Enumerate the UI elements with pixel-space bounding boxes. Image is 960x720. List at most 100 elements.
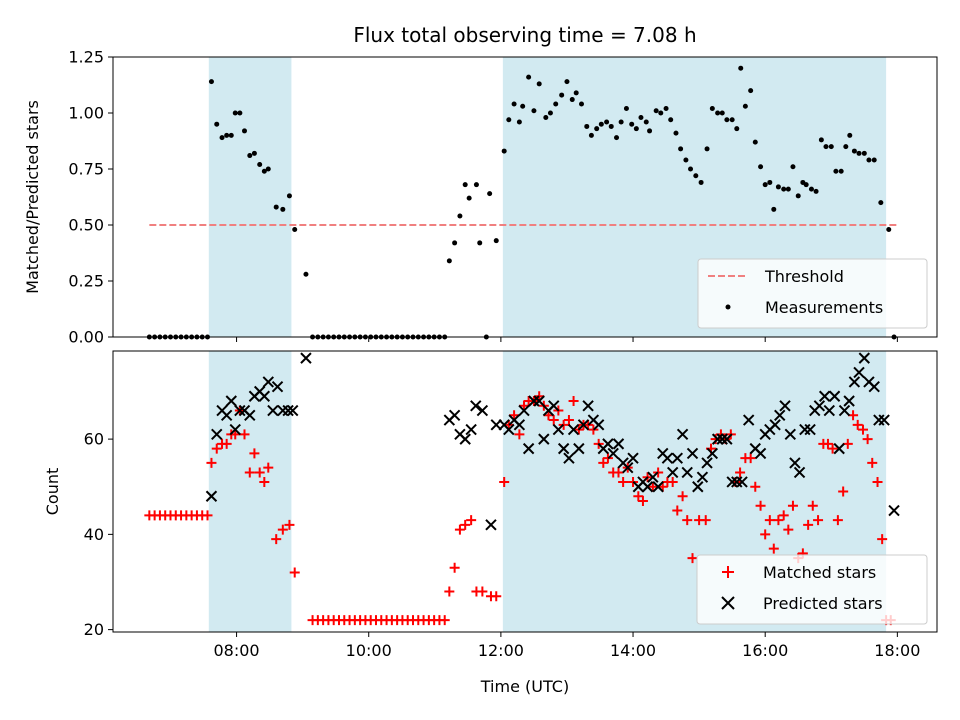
measurement-point	[715, 110, 721, 116]
measurement-point	[473, 182, 479, 188]
measurement-point	[594, 126, 600, 132]
predicted-star-point	[470, 400, 482, 412]
predicted-star-point	[538, 433, 550, 445]
predicted-star-point	[769, 419, 781, 431]
measurement-point	[214, 121, 220, 127]
measurement-point	[265, 166, 271, 172]
legend-predicted-label: Predicted stars	[763, 594, 883, 613]
bottom-xtick-label-3: 14:00	[610, 641, 656, 660]
measurement-point	[724, 117, 730, 123]
measurement-point	[219, 135, 225, 141]
measurement-point	[446, 258, 452, 264]
predicted-star-point	[220, 409, 233, 422]
matched-star-point	[672, 505, 683, 516]
matched-star-point	[239, 429, 250, 440]
measurement-point	[878, 200, 884, 206]
predicted-star-point	[692, 481, 704, 493]
predicted-star-point	[262, 376, 274, 388]
top-axes-frame	[112, 56, 938, 338]
matched-star-point	[519, 400, 530, 411]
predicted-star-point	[754, 447, 767, 460]
matched-star-point	[230, 429, 241, 440]
predicted-star-point	[736, 476, 748, 488]
legend-threshold-label: Threshold	[764, 267, 844, 286]
predicted-star-point	[793, 466, 806, 479]
bottom-panel: 20 40 60 08:00 10:00 12:00 14:00 16:00 18:00 Tim…	[43, 350, 938, 696]
predicted-star-point	[513, 419, 526, 431]
predicted-star-point	[858, 352, 871, 364]
legend-x-marker	[721, 596, 735, 610]
measurement-point	[823, 144, 829, 150]
matched-star-point	[768, 543, 779, 554]
measurement-point	[856, 150, 862, 156]
predicted-star-point	[868, 381, 880, 393]
measurement-point	[828, 144, 834, 150]
measurement-point	[520, 103, 526, 109]
predicted-star-point	[828, 390, 841, 402]
matched-star-point	[499, 476, 510, 487]
matched-star-point	[852, 419, 863, 430]
matched-star-point	[271, 534, 282, 545]
matched-star-point	[633, 491, 644, 502]
predicted-star-point	[818, 390, 831, 402]
measurement-point	[738, 65, 744, 71]
predicted-star-point	[878, 414, 890, 426]
predicted-star-point	[244, 409, 256, 422]
matched-star-point	[534, 391, 545, 402]
matched-star-point	[221, 438, 232, 449]
predicted-star-point	[282, 404, 294, 417]
predicted-star-point	[548, 400, 560, 412]
measurement-point	[543, 114, 549, 120]
legend-measurements-label: Measurements	[765, 298, 883, 317]
predicted-star-point	[234, 404, 246, 417]
top-ytick-label-3: 0.75	[68, 160, 104, 179]
x-axis-label: Time (UTC)	[480, 677, 569, 696]
matched-star-point	[628, 476, 639, 487]
measurement-point	[729, 117, 735, 123]
matched-star-point	[773, 515, 784, 526]
matched-star-point	[637, 496, 648, 507]
measurement-point	[629, 121, 635, 127]
predicted-star-point	[686, 447, 699, 460]
matched-star-point	[832, 515, 843, 526]
measurement-point	[643, 119, 649, 125]
matched-star-point	[613, 467, 624, 478]
chart-title: Flux total observing time = 7.08 h	[353, 23, 696, 47]
matched-star-point	[249, 448, 260, 459]
predicted-star-point	[476, 404, 489, 417]
top-measurement-points	[146, 65, 897, 340]
matched-star-point	[822, 438, 833, 449]
predicted-star-point	[696, 471, 709, 483]
predicted-star-point	[503, 423, 515, 436]
shaded-interval-0	[208, 351, 292, 632]
measurement-point	[261, 168, 267, 174]
measurement-point	[748, 88, 754, 94]
bottom-ytick-label-1: 40	[84, 525, 104, 544]
top-ytick-label-4: 1.00	[68, 104, 104, 123]
matched-star-point	[813, 515, 824, 526]
matched-star-point	[277, 524, 288, 535]
matched-star-point	[202, 510, 213, 521]
predicted-star-point	[784, 428, 797, 441]
predicted-star-point	[567, 423, 580, 436]
measurement-point	[588, 132, 594, 138]
matched-star-point	[803, 519, 814, 530]
measurement-point	[698, 179, 704, 185]
predicted-star-point	[666, 466, 679, 479]
top-y-axis-label: Matched/Predicted stars	[23, 100, 42, 294]
matched-star-point	[807, 500, 818, 511]
bottom-ticks: 20 40 60 08:00 10:00 12:00 14:00 16:00 18:00	[84, 430, 921, 660]
bottom-xtick-label-5: 18:00	[874, 641, 920, 660]
bottom-axes-frame	[112, 350, 938, 633]
measurement-point	[758, 164, 764, 170]
matched-star-point	[750, 481, 761, 492]
matched-star-point	[778, 510, 789, 521]
measurement-point	[564, 79, 570, 85]
measurement-point	[526, 74, 532, 80]
bottom-xtick-label-0: 08:00	[214, 641, 260, 660]
predicted-star-point	[607, 447, 619, 460]
legend-measurements-swatch	[725, 304, 731, 310]
predicted-star-point	[661, 452, 674, 464]
predicted-star-point	[726, 476, 738, 488]
